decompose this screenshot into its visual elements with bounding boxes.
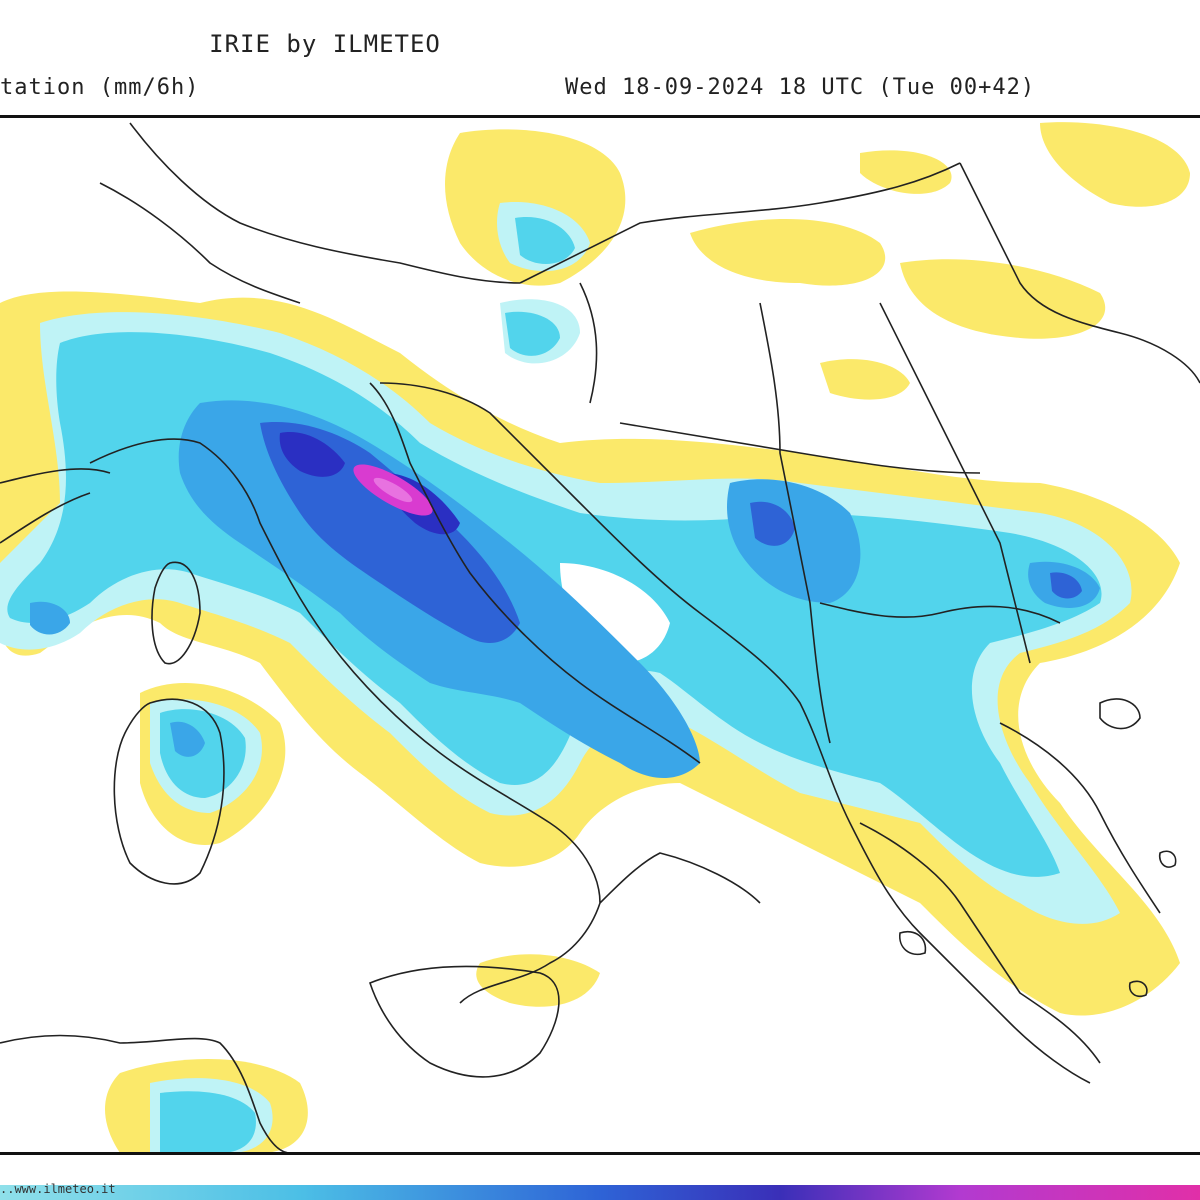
coastlines-borders [0, 122, 1200, 1152]
precipitation-map [0, 115, 1200, 1155]
valid-time-label: Wed 18-09-2024 18 UTC (Tue 00+42) [565, 75, 1036, 100]
precip-blue [260, 422, 1082, 643]
map-title: IRIE by ILMETEO [209, 30, 441, 58]
map-canvas [0, 122, 1200, 1152]
variable-label: tation (mm/6h) [0, 75, 200, 100]
footer-credit: ..www.ilmeteo.it [0, 1182, 116, 1196]
color-scale-bar [0, 1185, 1200, 1200]
precip-magenta-max [353, 464, 433, 516]
